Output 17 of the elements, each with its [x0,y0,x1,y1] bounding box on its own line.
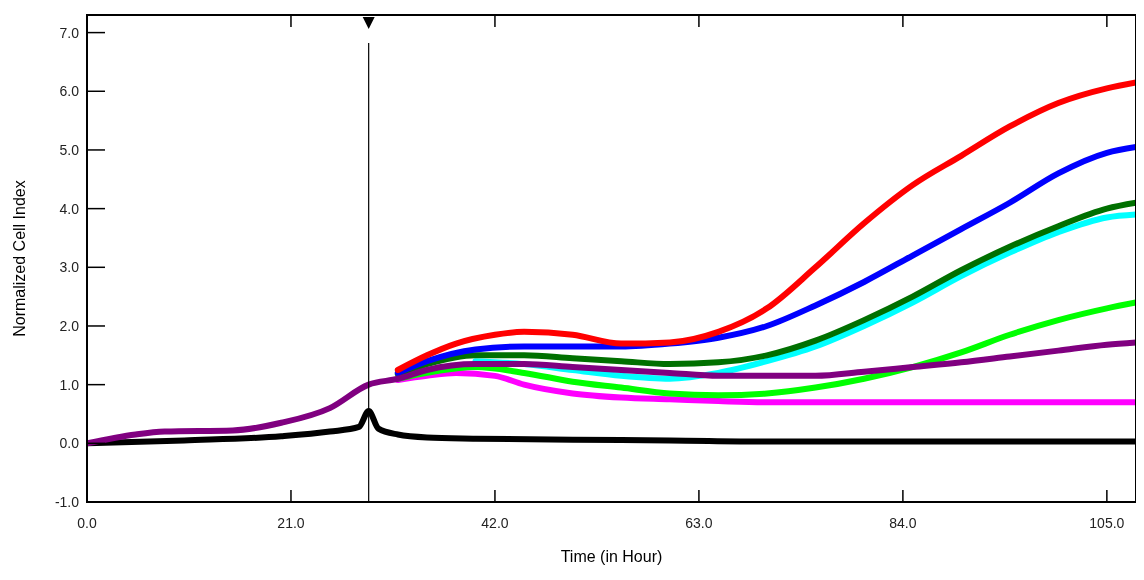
y-tick-label: 7.0 [59,24,80,41]
x-axis-title: Time (in Hour) [560,548,663,565]
y-tick-label: 4.0 [59,200,80,217]
x-tick-label: 0.0 [77,515,97,531]
x-tick-label: 63.0 [685,515,713,531]
y-tick-label: 6.0 [59,83,80,100]
x-tick-label: 105.0 [1089,515,1125,531]
y-axis-title: Normalized Cell Index [11,180,28,337]
y-tick-label: 3.0 [59,259,80,276]
x-tick-label: 84.0 [889,515,917,531]
y-tick-label: -1.0 [54,494,80,510]
y-tick-label: 2.0 [59,317,80,334]
x-tick-label: 21.0 [277,515,305,531]
y-tick-label: 1.0 [59,376,80,393]
x-tick-label: 42.0 [481,515,509,531]
y-tick-label: 5.0 [59,141,80,158]
y-tick-label: 0.0 [59,435,80,452]
